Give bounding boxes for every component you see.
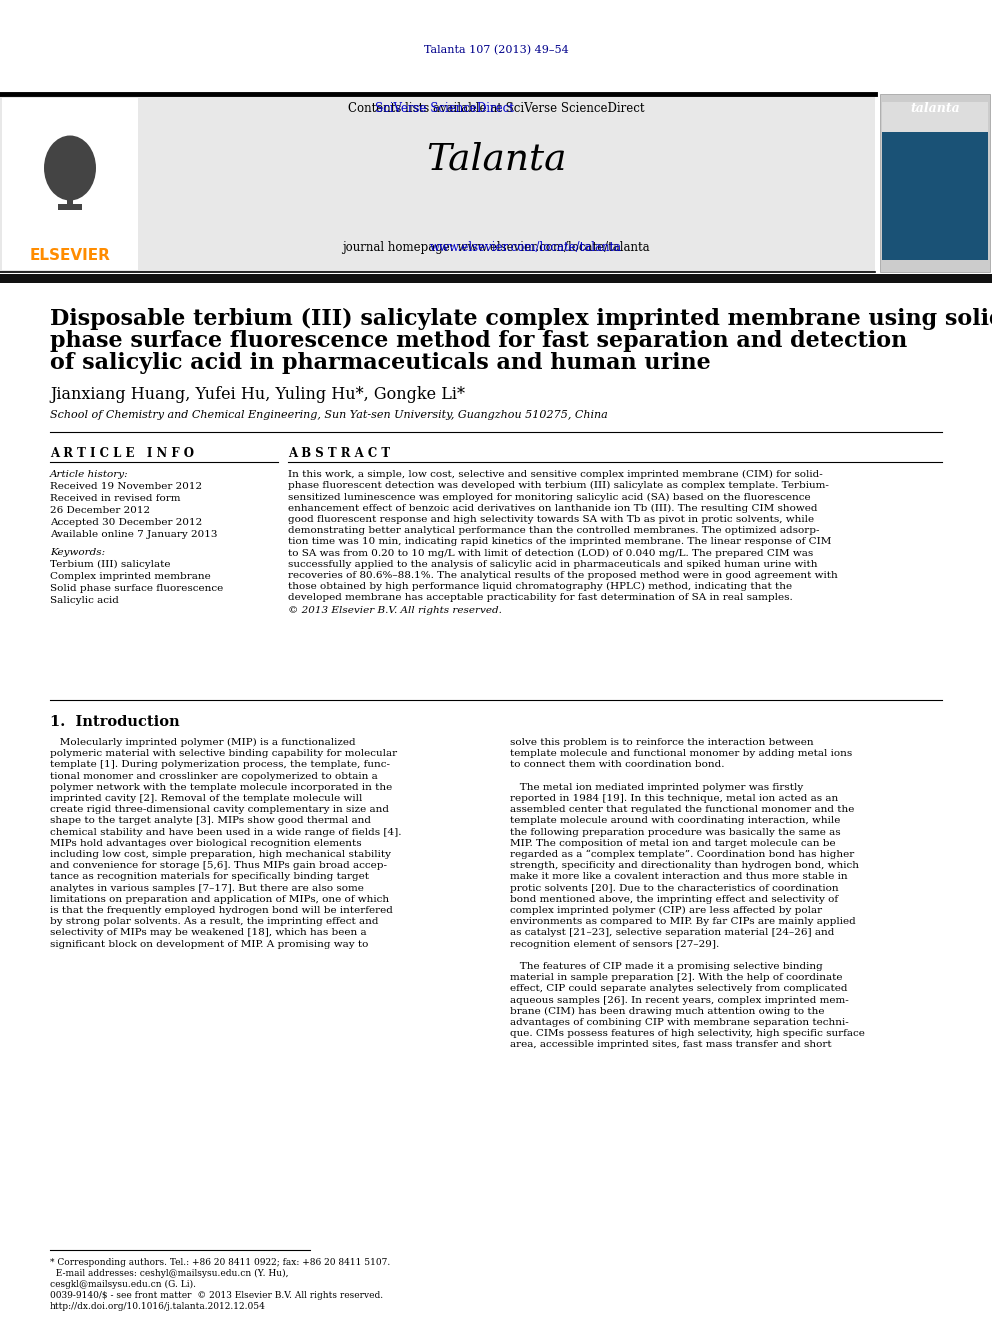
Text: reported in 1984 [19]. In this technique, metal ion acted as an: reported in 1984 [19]. In this technique…	[510, 794, 838, 803]
Text: solve this problem is to reinforce the interaction between: solve this problem is to reinforce the i…	[510, 738, 813, 747]
Text: bond mentioned above, the imprinting effect and selectivity of: bond mentioned above, the imprinting eff…	[510, 894, 838, 904]
Text: Available online 7 January 2013: Available online 7 January 2013	[50, 531, 217, 538]
Bar	[882, 130, 988, 261]
Text: Terbium (III) salicylate: Terbium (III) salicylate	[50, 560, 171, 569]
Text: regarded as a “complex template”. Coordination bond has higher: regarded as a “complex template”. Coordi…	[510, 849, 854, 860]
Bar	[58, 204, 82, 210]
Text: effect, CIP could separate analytes selectively from complicated: effect, CIP could separate analytes sele…	[510, 984, 847, 994]
Text: Jianxiang Huang, Yufei Hu, Yuling Hu*, Gongke Li*: Jianxiang Huang, Yufei Hu, Yuling Hu*, G…	[50, 386, 465, 404]
Text: Salicylic acid: Salicylic acid	[50, 595, 119, 605]
Text: significant block on development of MIP. A promising way to: significant block on development of MIP.…	[50, 939, 368, 949]
Text: Contents lists available at SciVerse ScienceDirect: Contents lists available at SciVerse Sci…	[348, 102, 644, 115]
Text: Accepted 30 December 2012: Accepted 30 December 2012	[50, 519, 202, 527]
Text: In this work, a simple, low cost, selective and sensitive complex imprinted memb: In this work, a simple, low cost, select…	[288, 470, 822, 479]
Text: area, accessible imprinted sites, fast mass transfer and short: area, accessible imprinted sites, fast m…	[510, 1040, 831, 1049]
Text: Keywords:: Keywords:	[50, 548, 105, 557]
Text: Article history:: Article history:	[50, 470, 129, 479]
Bar	[2, 98, 138, 270]
Text: Talanta 107 (2013) 49–54: Talanta 107 (2013) 49–54	[424, 45, 568, 56]
Text: complex imprinted polymer (CIP) are less affected by polar: complex imprinted polymer (CIP) are less…	[510, 906, 822, 916]
Text: make it more like a covalent interaction and thus more stable in: make it more like a covalent interaction…	[510, 872, 847, 881]
Text: 26 December 2012: 26 December 2012	[50, 505, 150, 515]
Text: cesgkl@mailsysu.edu.cn (G. Li).: cesgkl@mailsysu.edu.cn (G. Li).	[50, 1279, 196, 1289]
Text: developed membrane has acceptable practicability for fast determination of SA in: developed membrane has acceptable practi…	[288, 593, 793, 602]
Text: E-mail addresses: ceshyl@mailsysu.edu.cn (Y. Hu),: E-mail addresses: ceshyl@mailsysu.edu.cn…	[50, 1269, 289, 1278]
Text: template molecule and functional monomer by adding metal ions: template molecule and functional monomer…	[510, 749, 852, 758]
Text: * Corresponding authors. Tel.: +86 20 8411 0922; fax: +86 20 8411 5107.: * Corresponding authors. Tel.: +86 20 84…	[50, 1258, 390, 1267]
Text: material in sample preparation [2]. With the help of coordinate: material in sample preparation [2]. With…	[510, 974, 842, 982]
Ellipse shape	[44, 135, 96, 201]
Text: Complex imprinted membrane: Complex imprinted membrane	[50, 572, 210, 581]
Text: environments as compared to MIP. By far CIPs are mainly applied: environments as compared to MIP. By far …	[510, 917, 856, 926]
Bar	[67, 173, 73, 205]
Text: phase surface fluorescence method for fast separation and detection: phase surface fluorescence method for fa…	[50, 329, 908, 352]
Text: Solid phase surface fluorescence: Solid phase surface fluorescence	[50, 583, 223, 593]
Text: those obtained by high performance liquid chromatography (HPLC) method, indicati: those obtained by high performance liqui…	[288, 582, 793, 591]
Text: Disposable terbium (III) salicylate complex imprinted membrane using solid: Disposable terbium (III) salicylate comp…	[50, 308, 992, 331]
Text: http://dx.doi.org/10.1016/j.talanta.2012.12.054: http://dx.doi.org/10.1016/j.talanta.2012…	[50, 1302, 266, 1311]
Text: good fluorescent response and high selectivity towards SA with Tb as pivot in pr: good fluorescent response and high selec…	[288, 515, 814, 524]
Text: tion time was 10 min, indicating rapid kinetics of the imprinted membrane. The l: tion time was 10 min, indicating rapid k…	[288, 537, 831, 546]
Text: A B S T R A C T: A B S T R A C T	[288, 447, 390, 460]
Text: and convenience for storage [5,6]. Thus MIPs gain broad accep-: and convenience for storage [5,6]. Thus …	[50, 861, 387, 871]
Text: create rigid three-dimensional cavity complementary in size and: create rigid three-dimensional cavity co…	[50, 806, 389, 814]
Text: analytes in various samples [7–17]. But there are also some: analytes in various samples [7–17]. But …	[50, 884, 364, 893]
Text: is that the frequently employed hydrogen bond will be interfered: is that the frequently employed hydrogen…	[50, 906, 393, 916]
Text: tance as recognition materials for specifically binding target: tance as recognition materials for speci…	[50, 872, 369, 881]
Text: template [1]. During polymerization process, the template, func-: template [1]. During polymerization proc…	[50, 761, 390, 770]
Text: strength, specificity and directionality than hydrogen bond, which: strength, specificity and directionality…	[510, 861, 859, 871]
Text: advantages of combining CIP with membrane separation techni-: advantages of combining CIP with membran…	[510, 1017, 849, 1027]
Text: brane (CIM) has been drawing much attention owing to the: brane (CIM) has been drawing much attent…	[510, 1007, 824, 1016]
Text: enhancement effect of benzoic acid derivatives on lanthanide ion Tb (III). The r: enhancement effect of benzoic acid deriv…	[288, 504, 817, 513]
Text: SciVerse ScienceDirect: SciVerse ScienceDirect	[375, 102, 514, 115]
Text: the following preparation procedure was basically the same as: the following preparation procedure was …	[510, 828, 840, 836]
Text: 0039-9140/$ - see front matter  © 2013 Elsevier B.V. All rights reserved.: 0039-9140/$ - see front matter © 2013 El…	[50, 1291, 383, 1301]
Bar	[0, 94, 875, 273]
Text: successfully applied to the analysis of salicylic acid in pharmaceuticals and sp: successfully applied to the analysis of …	[288, 560, 817, 569]
Text: The features of CIP made it a promising selective binding: The features of CIP made it a promising …	[510, 962, 822, 971]
Text: www.elsevier.com/locate/talanta: www.elsevier.com/locate/talanta	[430, 242, 622, 254]
Bar	[880, 94, 990, 273]
Text: ELSEVIER: ELSEVIER	[30, 247, 110, 262]
Text: aqueous samples [26]. In recent years, complex imprinted mem-: aqueous samples [26]. In recent years, c…	[510, 996, 849, 1004]
Text: template molecule around with coordinating interaction, while: template molecule around with coordinati…	[510, 816, 840, 826]
Text: limitations on preparation and application of MIPs, one of which: limitations on preparation and applicati…	[50, 894, 389, 904]
Text: imprinted cavity [2]. Removal of the template molecule will: imprinted cavity [2]. Removal of the tem…	[50, 794, 362, 803]
Text: talanta: talanta	[910, 102, 960, 115]
Text: Received in revised form: Received in revised form	[50, 493, 181, 503]
Text: A R T I C L E   I N F O: A R T I C L E I N F O	[50, 447, 194, 460]
Text: Talanta: Talanta	[426, 142, 566, 179]
Text: of salicylic acid in pharmaceuticals and human urine: of salicylic acid in pharmaceuticals and…	[50, 352, 710, 374]
Text: recoveries of 80.6%–88.1%. The analytical results of the proposed method were in: recoveries of 80.6%–88.1%. The analytica…	[288, 570, 838, 579]
Text: sensitized luminescence was employed for monitoring salicylic acid (SA) based on: sensitized luminescence was employed for…	[288, 492, 810, 501]
Text: recognition element of sensors [27–29].: recognition element of sensors [27–29].	[510, 939, 719, 949]
Text: Received 19 November 2012: Received 19 November 2012	[50, 482, 202, 491]
Text: demonstrating better analytical performance than the controlled membranes. The o: demonstrating better analytical performa…	[288, 527, 819, 534]
Text: tional monomer and crosslinker are copolymerized to obtain a: tional monomer and crosslinker are copol…	[50, 771, 378, 781]
Text: The metal ion mediated imprinted polymer was firstly: The metal ion mediated imprinted polymer…	[510, 783, 804, 791]
Text: protic solvents [20]. Due to the characteristics of coordination: protic solvents [20]. Due to the charact…	[510, 884, 838, 893]
Text: by strong polar solvents. As a result, the imprinting effect and: by strong polar solvents. As a result, t…	[50, 917, 379, 926]
Text: chemical stability and have been used in a wide range of fields [4].: chemical stability and have been used in…	[50, 828, 402, 836]
Text: to connect them with coordination bond.: to connect them with coordination bond.	[510, 761, 724, 770]
Text: journal homepage: www.elsevier.com/locate/talanta: journal homepage: www.elsevier.com/locat…	[342, 242, 650, 254]
Text: MIPs hold advantages over biological recognition elements: MIPs hold advantages over biological rec…	[50, 839, 362, 848]
Text: que. CIMs possess features of high selectivity, high specific surface: que. CIMs possess features of high selec…	[510, 1029, 865, 1039]
Bar	[0, 274, 992, 283]
Text: selectivity of MIPs may be weakened [18], which has been a: selectivity of MIPs may be weakened [18]…	[50, 929, 367, 938]
Text: 1.  Introduction: 1. Introduction	[50, 714, 180, 729]
Text: as catalyst [21–23], selective separation material [24–26] and: as catalyst [21–23], selective separatio…	[510, 929, 834, 938]
Text: School of Chemistry and Chemical Engineering, Sun Yat-sen University, Guangzhou : School of Chemistry and Chemical Enginee…	[50, 410, 608, 419]
Text: to SA was from 0.20 to 10 mg/L with limit of detection (LOD) of 0.040 mg/L. The : to SA was from 0.20 to 10 mg/L with limi…	[288, 549, 813, 557]
Text: assembled center that regulated the functional monomer and the: assembled center that regulated the func…	[510, 806, 854, 814]
Text: including low cost, simple preparation, high mechanical stability: including low cost, simple preparation, …	[50, 849, 391, 859]
Text: MIP. The composition of metal ion and target molecule can be: MIP. The composition of metal ion and ta…	[510, 839, 835, 848]
Text: polymeric material with selective binding capability for molecular: polymeric material with selective bindin…	[50, 749, 397, 758]
Text: polymer network with the template molecule incorporated in the: polymer network with the template molecu…	[50, 783, 392, 791]
Text: Molecularly imprinted polymer (MIP) is a functionalized: Molecularly imprinted polymer (MIP) is a…	[50, 738, 355, 747]
Text: phase fluorescent detection was developed with terbium (III) salicylate as compl: phase fluorescent detection was develope…	[288, 482, 829, 491]
Text: shape to the target analyte [3]. MIPs show good thermal and: shape to the target analyte [3]. MIPs sh…	[50, 816, 371, 826]
Bar	[882, 102, 988, 132]
Text: © 2013 Elsevier B.V. All rights reserved.: © 2013 Elsevier B.V. All rights reserved…	[288, 606, 502, 615]
